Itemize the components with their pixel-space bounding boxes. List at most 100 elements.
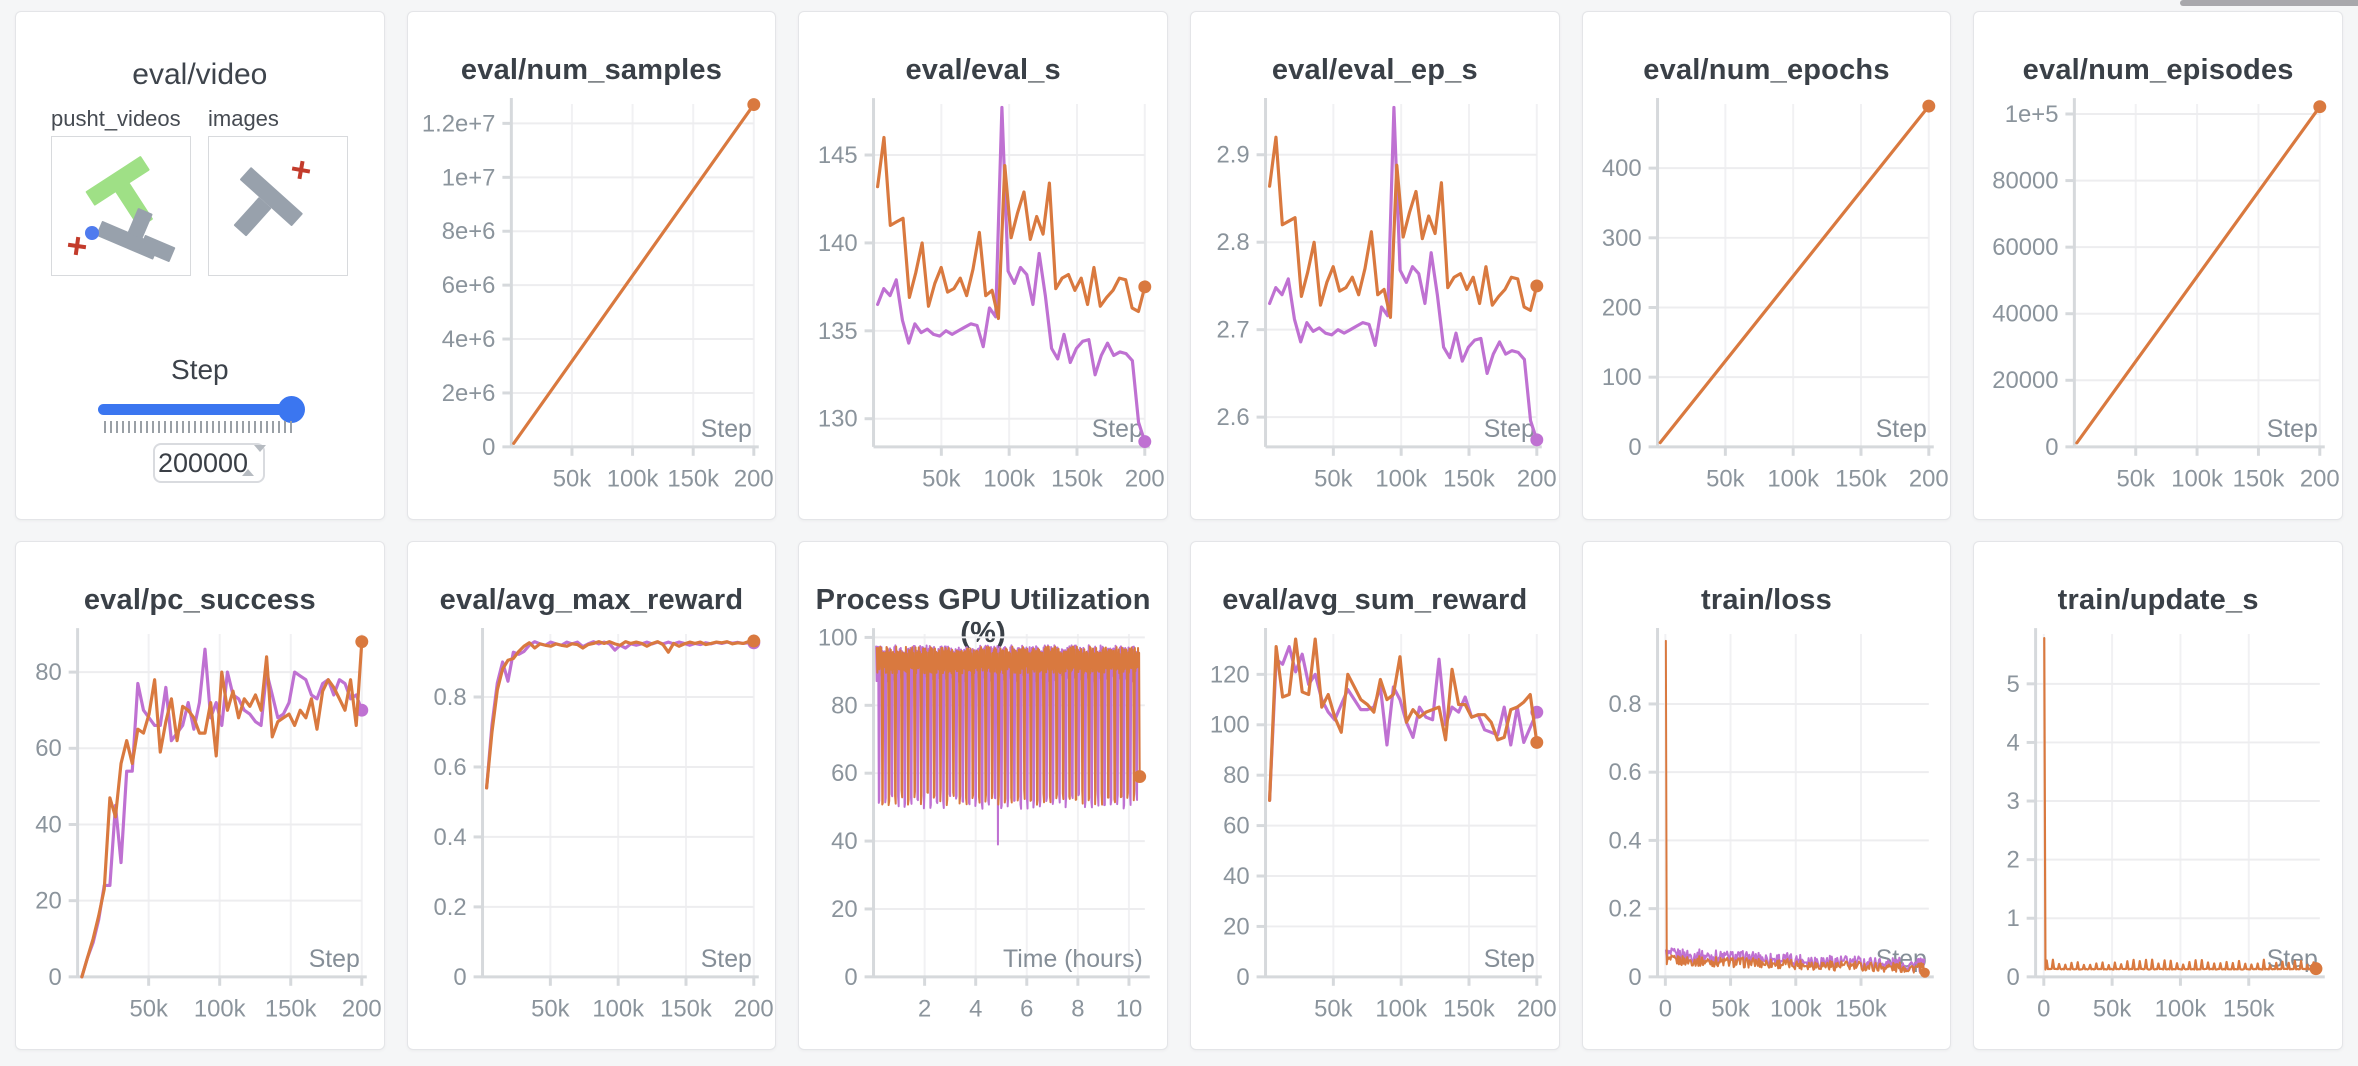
series-line-orange <box>876 645 1142 807</box>
x-tick-label: 200 <box>342 996 382 1023</box>
y-tick-label: 60 <box>831 760 858 787</box>
chart-plot[interactable]: 0 20 40 60 80 100 120 50k 100k 150k 200 Step <box>1191 542 1559 1049</box>
y-tick-label: 60000 <box>1993 234 2059 261</box>
x-tick-label: 150k <box>265 996 317 1023</box>
y-tick-label: 0 <box>845 964 858 991</box>
y-tick-label: 4 <box>2007 729 2020 756</box>
y-tick-label: 140 <box>818 230 858 257</box>
x-tick-label: 50k <box>1706 466 1745 493</box>
x-tick-label: 0 <box>2038 996 2051 1023</box>
y-tick-label: 0.4 <box>433 824 466 851</box>
pusht-video-thumbnail[interactable] <box>51 136 191 276</box>
y-tick-label: 400 <box>1602 155 1642 182</box>
chart-title: eval/eval_ep_s <box>1271 54 1478 86</box>
series-line-purple <box>1267 645 1539 802</box>
x-axis-label: Step <box>700 416 751 443</box>
series-end-dot-purple <box>1138 435 1152 449</box>
stepper-up-icon[interactable] <box>242 452 254 476</box>
chart-plot[interactable]: 0 100 200 300 400 50k 100k 150k 200 Step <box>1583 12 1951 519</box>
x-tick-label: 200 <box>734 466 774 493</box>
images-thumbnail[interactable] <box>208 136 348 276</box>
chart-plot[interactable]: 130 135 140 145 50k 100k 150k 200 Step <box>799 12 1167 519</box>
step-slider-thumb[interactable] <box>278 396 305 423</box>
chart-plot[interactable]: 2.6 2.7 2.8 2.9 50k 100k 150k 200 Step <box>1191 12 1559 519</box>
pusht-goal-cross <box>67 236 87 256</box>
series-end-dot-orange <box>747 634 760 648</box>
y-tick-label: 0.4 <box>1608 827 1641 854</box>
chart-plot[interactable]: 0 20 40 60 80 100 2 4 6 8 10 Time (hours) <box>799 542 1167 1049</box>
x-axis-label: Step <box>1484 946 1535 973</box>
x-tick-label: 200 <box>1517 466 1557 493</box>
chart-plot[interactable]: 0 2e+6 4e+6 6e+6 8e+6 1e+7 1.2e+7 50k 100k 150k 20… <box>408 12 776 519</box>
x-tick-label: 100k <box>2172 466 2224 493</box>
y-tick-label: 0.8 <box>1608 691 1641 718</box>
x-tick-label: 100k <box>1767 466 1819 493</box>
series-end-dot-orange <box>1530 735 1544 749</box>
y-tick-label: 80 <box>35 659 62 686</box>
stepper-down-icon[interactable] <box>254 445 266 469</box>
series-line-purple <box>876 105 1147 444</box>
chart-panel-train-loss: train/loss 0 0.2 0.4 0.6 0.8 0 50k 100k 150k Step <box>1581 541 1952 1050</box>
chart-plot[interactable]: 0 20000 40000 60000 80000 1e+5 50k 100k 150k 200 S… <box>1974 12 2342 519</box>
chart-panel-train-update-s: train/update_s 0 1 2 3 4 5 0 50k 100k 150k Step <box>1973 541 2343 1050</box>
x-tick-label: 50k <box>1711 996 1750 1023</box>
x-tick-label: 50k <box>552 466 591 493</box>
series-line-orange <box>1267 135 1539 319</box>
series-line-orange <box>2075 105 2322 445</box>
series-end-dot-orange <box>747 98 760 112</box>
chart-title: eval/eval_s <box>905 54 1061 86</box>
series-end-dot-orange <box>1138 280 1152 294</box>
series-line-orange <box>80 640 364 979</box>
y-tick-label: 0 <box>453 964 466 991</box>
series-end-dot-purple <box>1530 433 1544 447</box>
y-tick-label: 0.2 <box>1608 896 1641 923</box>
y-tick-label: 0 <box>482 434 495 461</box>
x-axis-label: Step <box>309 946 360 973</box>
x-tick-label: 100k <box>194 996 246 1023</box>
x-tick-label: 50k <box>531 996 570 1023</box>
series-line-purple <box>80 647 364 979</box>
series-end-dot-orange <box>1530 279 1544 293</box>
chart-panel-process-gpu-utilization: Process GPU Utilization (%) 0 20 40 60 80 100 2… <box>798 541 1168 1050</box>
y-tick-label: 0.6 <box>433 754 466 781</box>
chart-panel-eval-avg-max-reward: eval/avg_max_reward 0 0.2 0.4 0.6 0.8 50k 100k 1… <box>406 541 777 1050</box>
y-tick-label: 0 <box>2046 434 2059 461</box>
series-line-orange <box>1664 639 1926 974</box>
step-slider[interactable] <box>98 404 299 415</box>
x-tick-label: 150k <box>2233 466 2285 493</box>
media-key-label: images <box>208 106 279 131</box>
chart-plot[interactable]: 0 0.2 0.4 0.6 0.8 50k 100k 150k 200 Step <box>408 542 776 1049</box>
step-value-input[interactable]: 200000 <box>153 443 266 483</box>
x-tick-label: 200 <box>1909 466 1949 493</box>
y-tick-label: 120 <box>1210 661 1250 688</box>
series-end-dot-orange <box>1133 770 1147 784</box>
scrollbar-fragment[interactable] <box>2180 0 2358 6</box>
chart-plot[interactable]: 0 20 40 60 80 50k 100k 150k 200 Step <box>16 542 384 1049</box>
x-tick-label: 150k <box>1835 996 1887 1023</box>
y-tick-label: 100 <box>1210 712 1250 739</box>
x-axis-label: Step <box>1484 416 1535 443</box>
series-line-purple <box>1267 105 1539 442</box>
x-axis-label: Step <box>1875 416 1926 443</box>
x-axis-label: Time (hours) <box>1003 946 1143 973</box>
chart-title: eval/num_samples <box>460 54 723 86</box>
x-tick-label: 200 <box>734 996 774 1023</box>
y-tick-label: 0 <box>1628 434 1641 461</box>
pusht-scene-image <box>67 156 176 263</box>
x-tick-label: 100k <box>1375 996 1427 1023</box>
x-axis-label: Step <box>700 946 751 973</box>
y-tick-label: 2e+6 <box>441 380 495 407</box>
y-tick-label: 20 <box>831 896 858 923</box>
chart-panel-eval-eval-s: eval/eval_s 130 135 140 145 50k 100k 150k 200 Ste… <box>798 11 1168 520</box>
x-tick-label: 100k <box>1770 996 1822 1023</box>
y-tick-label: 2 <box>2007 847 2020 874</box>
number-stepper[interactable] <box>242 445 266 478</box>
y-tick-label: 200 <box>1602 294 1642 321</box>
y-tick-label: 20000 <box>1993 367 2059 394</box>
y-tick-label: 0 <box>2007 964 2020 991</box>
y-tick-label: 1.2e+7 <box>422 110 496 137</box>
step-slider-ticks <box>104 421 292 433</box>
chart-title: eval/pc_success <box>83 584 316 616</box>
